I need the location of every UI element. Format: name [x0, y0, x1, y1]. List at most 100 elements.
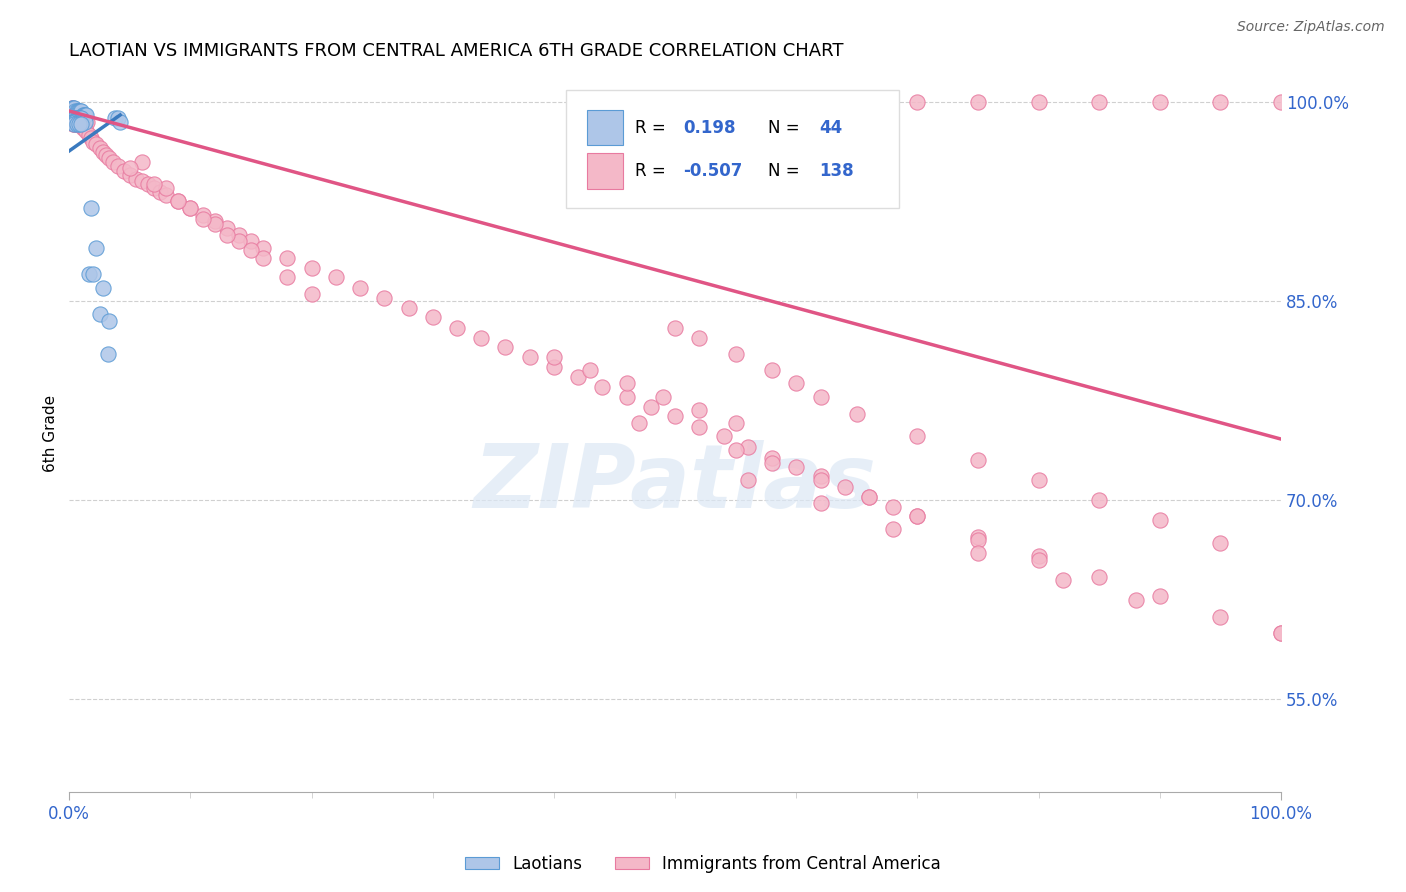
Point: [62, 111, 84, 125]
Point: [252, 241, 274, 255]
Point: [77, 268, 100, 282]
Point: [724, 442, 747, 457]
Point: [69, 104, 91, 119]
Point: [543, 360, 565, 375]
Text: 138: 138: [820, 161, 853, 179]
Point: [75, 114, 97, 128]
Point: [907, 95, 929, 109]
Point: [834, 480, 856, 494]
Point: [470, 331, 492, 345]
Point: [845, 407, 868, 421]
Point: [724, 416, 747, 430]
Point: [907, 429, 929, 443]
Point: [73, 111, 96, 125]
Text: ZIPatlas: ZIPatlas: [474, 441, 876, 527]
Point: [70, 111, 93, 125]
Point: [810, 496, 832, 510]
Point: [72, 108, 94, 122]
Point: [640, 400, 662, 414]
Point: [108, 114, 131, 128]
Point: [97, 347, 120, 361]
Point: [627, 416, 650, 430]
Point: [785, 459, 807, 474]
Point: [240, 234, 263, 248]
Point: [1028, 95, 1050, 109]
Point: [652, 390, 675, 404]
Point: [967, 530, 990, 544]
Point: [66, 111, 89, 125]
Point: [65, 104, 87, 119]
Point: [373, 291, 395, 305]
Point: [60, 102, 83, 116]
Point: [167, 194, 190, 209]
Point: [1149, 95, 1171, 109]
Point: [101, 154, 124, 169]
Point: [63, 111, 86, 125]
Point: [882, 522, 904, 536]
Point: [91, 145, 114, 160]
Point: [724, 347, 747, 361]
Point: [688, 402, 710, 417]
Point: [125, 171, 148, 186]
Point: [858, 491, 880, 505]
Point: [737, 440, 759, 454]
Point: [494, 340, 516, 354]
Y-axis label: 6th Grade: 6th Grade: [44, 395, 58, 472]
Point: [66, 114, 89, 128]
Point: [567, 369, 589, 384]
Point: [62, 102, 84, 116]
Point: [398, 301, 420, 315]
Point: [63, 114, 86, 128]
Point: [446, 320, 468, 334]
Point: [89, 141, 111, 155]
Point: [70, 104, 93, 119]
Point: [1028, 473, 1050, 487]
Point: [63, 104, 86, 119]
Point: [67, 117, 90, 131]
Point: [1149, 513, 1171, 527]
Point: [66, 108, 89, 122]
Point: [62, 102, 84, 116]
Point: [155, 181, 177, 195]
Point: [761, 450, 783, 465]
Point: [67, 114, 90, 128]
Point: [70, 117, 93, 131]
Point: [1209, 610, 1232, 624]
Point: [73, 108, 96, 122]
Point: [155, 187, 177, 202]
Point: [422, 310, 444, 324]
Point: [664, 95, 686, 109]
Point: [713, 429, 735, 443]
Point: [70, 114, 93, 128]
Point: [240, 244, 263, 258]
Point: [810, 390, 832, 404]
Point: [204, 217, 226, 231]
Point: [616, 376, 638, 391]
Point: [967, 533, 990, 547]
Text: 44: 44: [820, 119, 842, 136]
Point: [785, 376, 807, 391]
Point: [107, 159, 129, 173]
Point: [785, 95, 807, 109]
Point: [967, 546, 990, 560]
Point: [215, 227, 238, 242]
Point: [98, 151, 121, 165]
Point: [1028, 553, 1050, 567]
Point: [907, 509, 929, 524]
Point: [215, 221, 238, 235]
Point: [112, 163, 135, 178]
Point: [191, 208, 214, 222]
Point: [228, 234, 250, 248]
Point: [143, 177, 166, 191]
Point: [761, 95, 783, 109]
Point: [1125, 592, 1147, 607]
Legend: Laotians, Immigrants from Central America: Laotians, Immigrants from Central Americ…: [458, 848, 948, 880]
Point: [66, 117, 89, 131]
Point: [1270, 626, 1292, 640]
Point: [301, 260, 323, 275]
Point: [204, 214, 226, 228]
Point: [664, 409, 686, 424]
Point: [252, 252, 274, 266]
Point: [73, 121, 96, 136]
Point: [70, 111, 93, 125]
